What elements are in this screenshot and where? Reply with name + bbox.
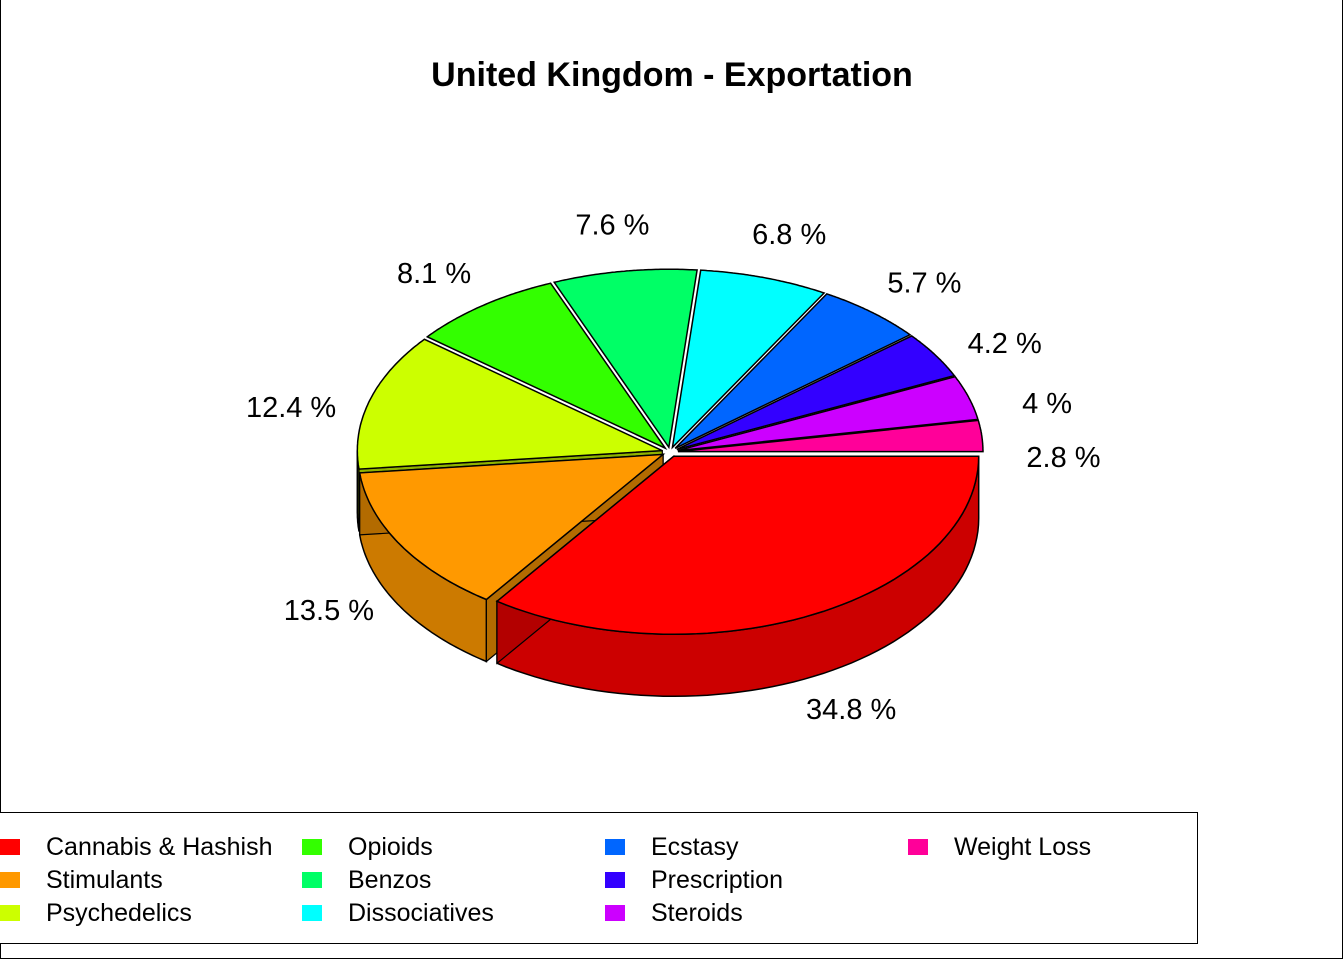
slice-label-4: 7.6 % (575, 210, 649, 242)
legend-label: Cannabis & Hashish (46, 833, 273, 861)
legend-swatch (605, 872, 625, 888)
legend-label: Opioids (348, 833, 433, 861)
pie-slice-top-1 (358, 453, 666, 601)
legend-label: Prescription (651, 866, 783, 894)
pie-slice-4 (552, 268, 698, 450)
legend-label: Stimulants (46, 866, 163, 894)
pie-slice-top-0 (495, 455, 980, 636)
pie-slice-top-8 (677, 375, 979, 452)
pie-slice-6 (674, 293, 912, 450)
legend-label: Dissociatives (348, 899, 494, 927)
legend-swatch (0, 872, 20, 888)
legend-swatch (302, 872, 322, 888)
pie-slice-top-6 (674, 293, 912, 450)
pie-chart: 34.8 % 13.5 % 12.4 % 8.1 % 7.6 % 6.8 % 5.7 %4.… (246, 210, 1101, 727)
pie-slice-8 (677, 375, 979, 452)
pie-slice-top-3 (425, 282, 668, 451)
slice-label-9: 2.8 % (1026, 442, 1100, 474)
slice-label-5: 6.8 % (752, 219, 826, 251)
legend-swatch (0, 905, 20, 921)
pie-slice-top-7 (676, 335, 956, 451)
slice-label-8: 4 % (1022, 388, 1072, 420)
legend-swatch (302, 905, 322, 921)
slice-label-7: 4.2 % (968, 328, 1042, 360)
pie-slice-top-9 (677, 419, 984, 453)
pie-slice-top-2 (356, 338, 663, 470)
slice-label-6: 5.7 % (887, 268, 961, 300)
legend-label: Psychedelics (46, 899, 192, 927)
legend-label: Ecstasy (651, 833, 739, 861)
pie-slice-7 (676, 335, 956, 451)
slice-label-3: 8.1 % (397, 258, 471, 290)
legend: Cannabis & Hashish Stimulants Psychedelics… (0, 812, 1198, 944)
pie-slice-top-5 (671, 269, 826, 450)
pie-slice-top-4 (552, 268, 698, 450)
pie-slice-5 (671, 269, 826, 450)
pie-slice-9 (677, 419, 984, 453)
legend-label: Benzos (348, 866, 432, 894)
legend-swatch (605, 905, 625, 921)
legend-swatch (605, 839, 625, 855)
slice-label-2: 12.4 % (246, 392, 336, 424)
legend-swatch (908, 839, 928, 855)
legend-swatch (0, 839, 20, 855)
legend-label: Steroids (651, 899, 743, 927)
slice-label-0: 34.8 % (806, 694, 896, 726)
legend-label: Weight Loss (954, 833, 1092, 861)
pie-slice-3 (425, 282, 668, 451)
legend-swatch (302, 839, 322, 855)
pie-slice-0 (495, 454, 980, 698)
chart-title: United Kingdom - Exportation (431, 56, 913, 94)
slice-label-1: 13.5 % (284, 595, 374, 627)
